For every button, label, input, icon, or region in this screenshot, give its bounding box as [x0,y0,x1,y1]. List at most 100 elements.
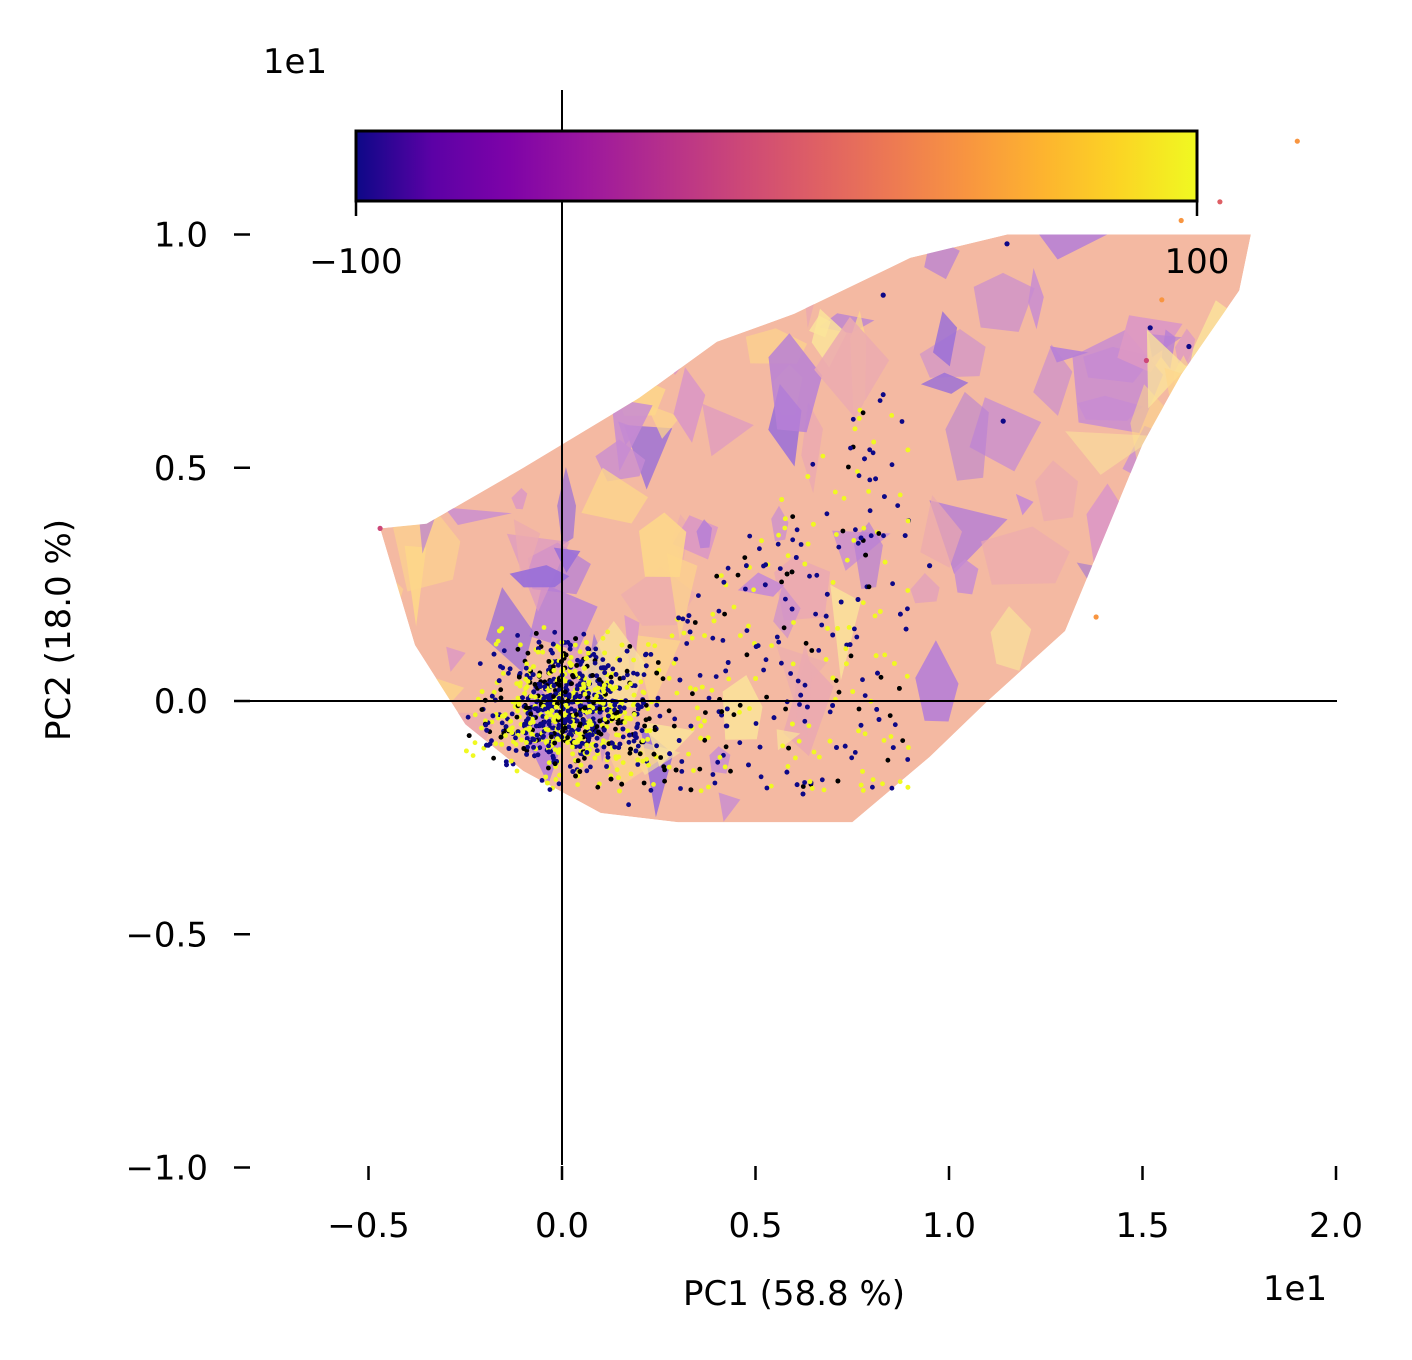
data-point [576,727,581,732]
contour-patch [737,572,785,597]
contour-patch [449,427,491,476]
data-point [549,734,554,740]
data-point [830,580,836,585]
contour-patch [653,262,708,335]
data-point [491,755,496,761]
data-point [827,709,833,715]
data-point [648,652,654,657]
contour-patch [390,384,452,435]
data-point [640,689,646,695]
data-point [522,691,527,696]
data-point [543,774,549,780]
data-point [906,745,911,750]
data-point [710,611,716,617]
data-point [592,755,598,761]
contour-patch [581,467,648,524]
data-point [824,511,830,517]
contour-patch [485,587,534,673]
data-point [500,671,506,676]
data-point [751,587,756,593]
data-point [852,626,857,632]
contour-patch [814,316,890,418]
data-point [764,785,770,791]
contour-patch [444,234,475,293]
data-point [624,668,630,674]
contour-patch [410,234,459,331]
data-point [731,712,737,718]
data-point [548,712,554,718]
data-point [686,751,691,757]
data-point [757,744,763,750]
data-point [680,616,686,622]
data-point [856,473,862,479]
data-point [803,640,809,646]
data-point [743,586,748,592]
contour-patch [953,559,979,595]
data-point [586,690,591,696]
data-point [897,779,903,785]
data-point [510,725,515,731]
data-point [905,447,911,453]
data-point [598,665,604,671]
data-point [617,741,623,747]
data-point [577,721,583,727]
data-point [698,788,704,794]
data-point [537,745,543,751]
data-point [905,588,911,593]
data-point [699,684,705,690]
data-point [875,670,880,676]
data-point [646,716,652,722]
x-tick-label: 1.5 [1115,1206,1169,1246]
data-point [524,736,530,741]
data-point [903,626,909,632]
data-point [844,661,849,667]
data-point [544,738,550,744]
data-point [613,685,619,690]
data-point [536,673,542,678]
data-point [513,735,518,741]
data-point [694,705,700,711]
data-point [897,492,903,498]
contour-patch [702,403,754,457]
axes: −0.5 0.0 0.5 1.0 1.5 2.0 −1.0 −0.5 0.0 0.5 1.0 [125,90,1363,1246]
data-point [761,667,766,673]
data-point [484,727,490,733]
contour-patch [412,391,443,455]
data-point [830,675,836,681]
data-point [855,597,861,602]
data-point [498,734,504,740]
data-point [899,419,905,424]
data-point [516,702,522,707]
data-point [713,674,719,679]
data-point [844,557,850,563]
data-point [747,706,752,711]
data-point [830,703,835,708]
data-point [545,780,550,786]
data-point [491,689,497,695]
data-point-outlier [1143,357,1149,364]
data-point [753,721,759,726]
data-point [779,497,785,502]
data-point [637,751,643,757]
data-point [553,704,559,710]
data-point [600,657,606,662]
contour-patch [769,234,812,292]
data-point [574,718,580,724]
data-point [782,516,788,522]
data-point-outlier [1093,614,1099,620]
data-point [647,728,653,733]
data-point [601,727,607,732]
data-point [518,642,523,648]
data-point [589,722,594,727]
data-point [849,755,855,761]
data-point [793,755,798,761]
data-point [496,678,502,684]
data-point [551,694,556,699]
data-point [617,704,623,710]
data-point [509,730,515,735]
data-point [657,713,663,719]
data-point [573,773,578,779]
data-point [877,609,883,614]
data-point [483,722,489,728]
